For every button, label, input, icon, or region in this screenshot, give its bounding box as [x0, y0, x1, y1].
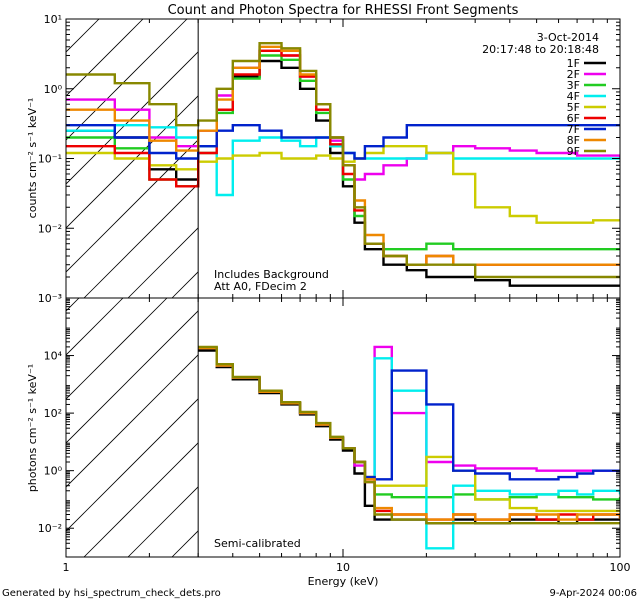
x-tick-label: 1	[63, 561, 70, 574]
legend-label-5F: 5F	[567, 101, 580, 114]
legend-label-3F: 3F	[567, 79, 580, 92]
hatch-line	[568, 298, 640, 557]
counts-panel: 10⁻³ 10⁻² 10⁻¹ 10⁰ 10¹ 3-Oct-2014 20:17:48 t…	[0, 13, 621, 305]
hatch-line	[127, 227, 199, 298]
hatch-line	[348, 298, 607, 557]
hatch-line	[66, 310, 199, 444]
photons-axes: 1 10 100 10⁻² 10⁰ 10² 10⁴	[38, 298, 631, 574]
y-tick-label: 10⁻³	[38, 292, 62, 305]
photons-panel: 1 10 100 10⁻² 10⁰ 10² 10⁴ Semi-calibrated phot…	[26, 297, 640, 588]
counts-y-axis-label: counts cm⁻² s⁻¹ keV⁻¹	[26, 98, 39, 219]
y-tick-label: 10⁰	[44, 83, 63, 96]
hatch-line	[612, 298, 640, 557]
series-9F-photons	[198, 345, 620, 525]
annotation-background: Includes Background	[214, 268, 329, 281]
date-label: 3-Oct-2014	[537, 31, 599, 44]
x-tick-label: 100	[610, 561, 631, 574]
series-4F-photons	[198, 347, 620, 550]
hatch-line	[304, 298, 563, 557]
hatch-line	[66, 298, 80, 312]
photons-hatch-region	[66, 298, 640, 557]
counts-series-group	[66, 42, 620, 287]
hatch-line	[127, 486, 199, 557]
hatch-line	[480, 298, 640, 557]
hatch-line	[66, 19, 188, 141]
hatch-line	[0, 19, 11, 298]
hatch-line	[66, 298, 124, 356]
footer-timestamp: 9-Apr-2024 00:06	[550, 588, 637, 599]
legend-label-6F: 6F	[567, 112, 580, 125]
hatch-line	[66, 398, 199, 532]
chart-title: Count and Photon Spectra for RHESSI Fron…	[168, 3, 519, 18]
hatch-line	[66, 51, 199, 185]
y-tick-label: 10⁻²	[38, 222, 62, 235]
y-tick-label: 10¹	[44, 13, 62, 26]
legend-label-7F: 7F	[567, 123, 580, 136]
hatch-line	[524, 298, 640, 557]
legend-label-4F: 4F	[567, 90, 580, 103]
legend-label-8F: 8F	[567, 134, 580, 147]
legend-label-2F: 2F	[567, 68, 580, 81]
hatch-line	[83, 442, 199, 557]
counts-axes: 10⁻³ 10⁻² 10⁻¹ 10⁰ 10¹	[38, 13, 621, 305]
x-axis-label: Energy (keV)	[308, 575, 379, 588]
footer-generator: Generated by hsi_spectrum_check_dets.pro	[2, 588, 221, 599]
hatch-line	[392, 298, 640, 557]
hatch-line	[260, 298, 519, 557]
annotation-attenuator: Att A0, FDecim 2	[214, 280, 307, 293]
y-tick-label: 10²	[44, 407, 62, 420]
annotation-semi-calibrated: Semi-calibrated	[214, 537, 301, 550]
series-2F-photons	[198, 345, 620, 481]
y-tick-label: 10⁰	[44, 465, 63, 478]
hatch-line	[83, 183, 199, 298]
hatch-line	[66, 298, 168, 400]
hatch-line	[66, 354, 199, 488]
hatch-line	[436, 298, 640, 557]
time-range-label: 20:17:48 to 20:18:48	[482, 43, 599, 56]
x-tick-label: 10	[336, 561, 350, 574]
photons-y-axis-label: photons cm⁻² s⁻¹ keV⁻¹	[26, 364, 39, 492]
legend-label-9F: 9F	[567, 145, 580, 158]
series-5F-photons	[198, 347, 620, 513]
y-tick-label: 10⁻¹	[38, 153, 62, 166]
photons-series-group	[198, 345, 620, 550]
hatch-line	[66, 19, 144, 97]
hatch-line	[216, 298, 475, 557]
legend-label-1F: 1F	[567, 57, 580, 70]
y-tick-label: 10⁴	[44, 350, 63, 363]
y-tick-label: 10⁻²	[38, 522, 62, 535]
